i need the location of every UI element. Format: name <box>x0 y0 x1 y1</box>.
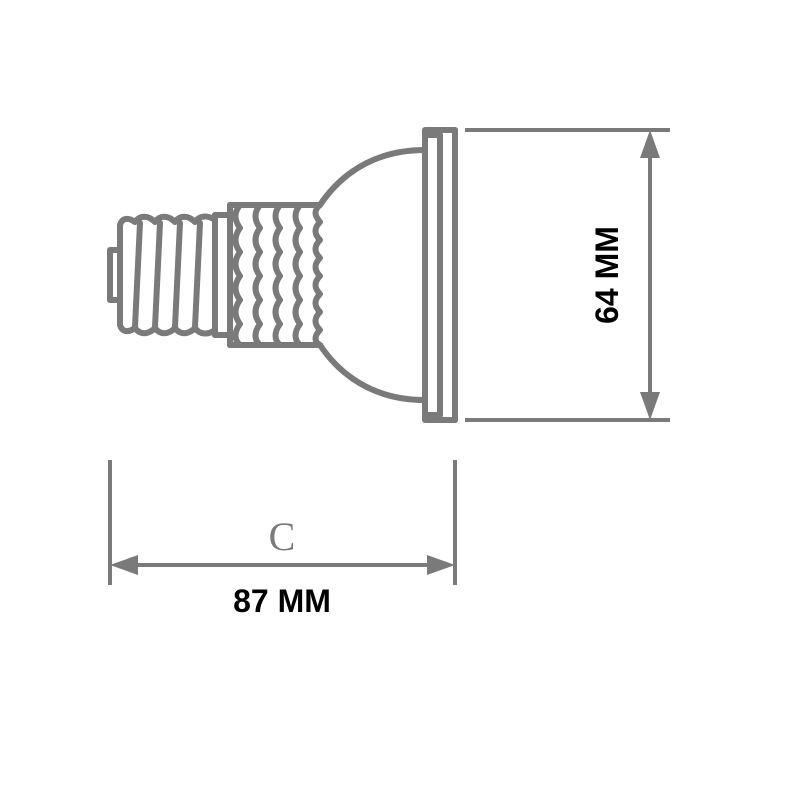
length-value: 87 MM <box>233 583 331 619</box>
screw-base <box>110 215 215 335</box>
bulb-dimension-diagram: C 87 MM 64 MM <box>0 0 800 800</box>
length-dimension: C 87 MM <box>110 460 455 619</box>
rib-section <box>230 205 320 345</box>
length-letter: C <box>269 514 296 559</box>
diameter-value: 64 MM <box>589 226 625 324</box>
bulb-outline <box>110 130 455 420</box>
diameter-dimension: 64 MM <box>465 130 670 420</box>
